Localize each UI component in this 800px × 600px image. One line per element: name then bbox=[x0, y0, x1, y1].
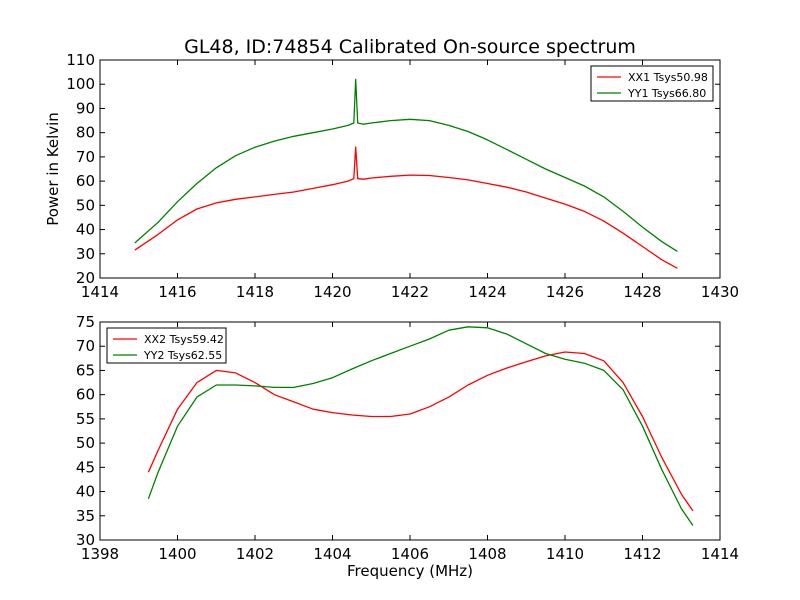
y-tick-label: 65 bbox=[76, 361, 95, 379]
y-tick-label: 110 bbox=[66, 51, 95, 69]
y-tick-label: 55 bbox=[76, 410, 95, 428]
y-tick-label: 50 bbox=[76, 434, 95, 452]
legend: XX1 Tsys50.98 YY1 Tsys66.80 bbox=[590, 65, 714, 102]
x-tick-label: 1410 bbox=[546, 545, 584, 563]
chart-title: GL48, ID:74854 Calibrated On-source spec… bbox=[184, 36, 636, 58]
x-tick-label: 1404 bbox=[313, 545, 351, 563]
x-tick-label: 1426 bbox=[546, 283, 584, 301]
legend-box bbox=[590, 65, 714, 102]
x-tick-label: 1416 bbox=[158, 283, 196, 301]
y-tick-label: 70 bbox=[76, 337, 95, 355]
x-axis-label: Frequency (MHz) bbox=[347, 562, 473, 580]
y-tick-label: 35 bbox=[76, 507, 95, 525]
x-tick-label: 1412 bbox=[623, 545, 661, 563]
x-tick-label: 1398 bbox=[81, 545, 119, 563]
legend-entry: YY2 Tsys62.55 bbox=[143, 349, 222, 362]
y-tick-label: 60 bbox=[76, 172, 95, 190]
series-line-xx1 bbox=[134, 146, 678, 269]
y-tick-label: 30 bbox=[76, 531, 95, 549]
x-tick-label: 1402 bbox=[236, 545, 274, 563]
series-line-yy1 bbox=[134, 78, 678, 252]
y-tick-label: 70 bbox=[76, 148, 95, 166]
x-tick-label: 1424 bbox=[468, 283, 506, 301]
series-line-xx2 bbox=[147, 351, 694, 512]
legend: XX2 Tsys59.42 YY2 Tsys62.55 bbox=[106, 327, 227, 364]
y-tick-label: 80 bbox=[76, 124, 95, 142]
x-tick-label: 1414 bbox=[701, 545, 739, 563]
series-line-yy2 bbox=[147, 326, 694, 526]
x-tick-label: 1428 bbox=[623, 283, 661, 301]
x-tick-label: 1400 bbox=[158, 545, 196, 563]
y-tick-label: 90 bbox=[76, 99, 95, 117]
legend-box bbox=[106, 327, 227, 364]
y-tick-label: 45 bbox=[76, 458, 95, 476]
x-tick-label: 1420 bbox=[313, 283, 351, 301]
x-tick-label: 1422 bbox=[391, 283, 429, 301]
x-tick-label: 1406 bbox=[391, 545, 429, 563]
legend-entry: YY1 Tsys66.80 bbox=[627, 87, 706, 100]
legend-entry: XX1 Tsys50.98 bbox=[628, 71, 708, 84]
legend-entry: XX2 Tsys59.42 bbox=[144, 333, 224, 346]
x-tick-label: 1414 bbox=[81, 283, 119, 301]
x-tick-label: 1418 bbox=[236, 283, 274, 301]
y-tick-label: 40 bbox=[76, 483, 95, 501]
y-tick-label: 30 bbox=[76, 245, 95, 263]
x-tick-label: 1430 bbox=[701, 283, 739, 301]
bottom-plot: 1398 1400 1402 1404 1406 1408 1410 1412 1414 30 35… bbox=[76, 313, 739, 563]
y-tick-label: 60 bbox=[76, 386, 95, 404]
top-plot: 1414 1416 1418 1420 1422 1424 1426 1428 1430 20 30… bbox=[66, 51, 739, 301]
x-tick-label: 1408 bbox=[468, 545, 506, 563]
y-tick-label: 75 bbox=[76, 313, 95, 331]
y-tick-label: 20 bbox=[76, 269, 95, 287]
y-tick-label: 50 bbox=[76, 196, 95, 214]
y-tick-label: 100 bbox=[66, 75, 95, 93]
y-tick-label: 40 bbox=[76, 221, 95, 239]
y-axis-label: Power in Kelvin bbox=[44, 112, 62, 226]
